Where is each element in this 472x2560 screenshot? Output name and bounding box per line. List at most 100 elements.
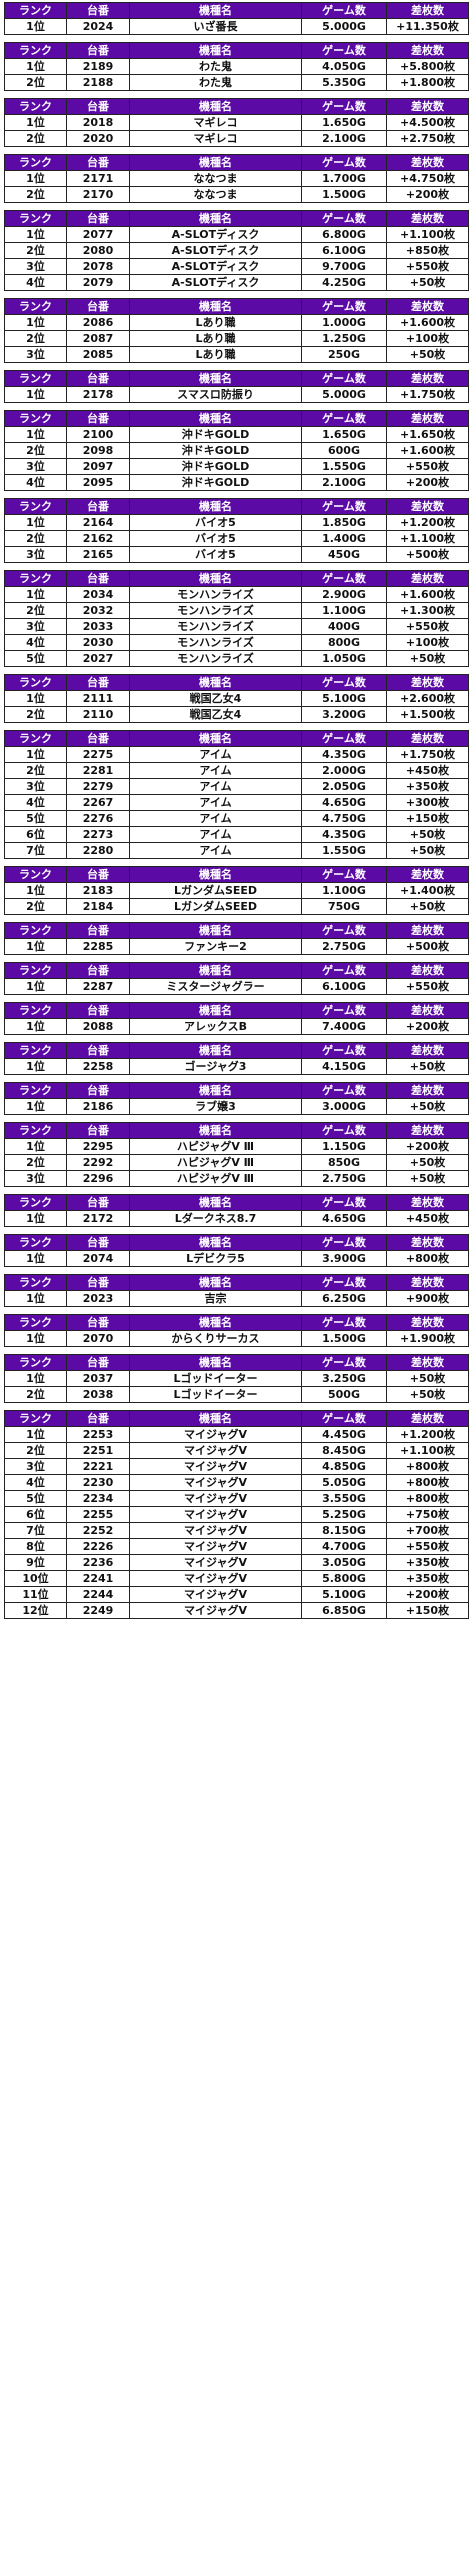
machine-name-cell: マイジャグV bbox=[129, 1522, 302, 1539]
ranking-table: ランク 台番 機種名 ゲーム数 差枚数 1位 2100 沖ドキGOLD 1.650G +1.650… bbox=[4, 410, 469, 491]
coin-difference-header: 差枚数 bbox=[386, 1194, 469, 1211]
game-count-cell: 4.050G bbox=[301, 58, 387, 75]
machine-number-cell: 2251 bbox=[66, 1442, 130, 1459]
table-row: 1位 2074 Lデビクラ5 3.900G +800枚 bbox=[4, 1250, 469, 1267]
rank-cell: 8位 bbox=[4, 1538, 67, 1555]
coin-difference-cell: +50枚 bbox=[386, 1386, 469, 1403]
table-row: 1位 2285 ファンキー2 2.750G +500枚 bbox=[4, 938, 469, 955]
game-count-cell: 1.550G bbox=[301, 842, 387, 859]
rank-header: ランク bbox=[4, 98, 67, 115]
table-header-row: ランク 台番 機種名 ゲーム数 差枚数 bbox=[4, 42, 469, 59]
game-count-cell: 6.850G bbox=[301, 1602, 387, 1619]
coin-difference-cell: +550枚 bbox=[386, 458, 469, 475]
rank-cell: 4位 bbox=[4, 634, 67, 651]
ranking-table: ランク 台番 機種名 ゲーム数 差枚数 1位 2164 バイオ5 1.850G +1.200枚 2位… bbox=[4, 498, 469, 563]
table-header-row: ランク 台番 機種名 ゲーム数 差枚数 bbox=[4, 1274, 469, 1291]
table-row: 4位 2230 マイジャグV 5.050G +800枚 bbox=[4, 1474, 469, 1491]
machine-name-header: 機種名 bbox=[129, 42, 302, 59]
machine-number-header: 台番 bbox=[66, 98, 130, 115]
machine-name-cell: 戦国乙女4 bbox=[129, 706, 302, 723]
machine-name-cell: バイオ5 bbox=[129, 530, 302, 547]
game-count-header: ゲーム数 bbox=[301, 1314, 387, 1331]
table-header-row: ランク 台番 機種名 ゲーム数 差枚数 bbox=[4, 2, 469, 19]
machine-name-cell: 沖ドキGOLD bbox=[129, 426, 302, 443]
rank-cell: 1位 bbox=[4, 1330, 67, 1347]
rank-cell: 1位 bbox=[4, 1250, 67, 1267]
rank-cell: 10位 bbox=[4, 1570, 67, 1587]
rank-cell: 1位 bbox=[4, 1426, 67, 1443]
coin-difference-cell: +200枚 bbox=[386, 1138, 469, 1155]
rank-cell: 1位 bbox=[4, 938, 67, 955]
coin-difference-header: 差枚数 bbox=[386, 962, 469, 979]
game-count-cell: 1.100G bbox=[301, 882, 387, 899]
table-header-row: ランク 台番 機種名 ゲーム数 差枚数 bbox=[4, 298, 469, 315]
machine-name-header: 機種名 bbox=[129, 2, 302, 19]
game-count-cell: 1.650G bbox=[301, 114, 387, 131]
game-count-cell: 1.000G bbox=[301, 314, 387, 331]
coin-difference-cell: +1.800枚 bbox=[386, 74, 469, 91]
machine-number-cell: 2295 bbox=[66, 1138, 130, 1155]
ranking-table: ランク 台番 機種名 ゲーム数 差枚数 1位 2034 モンハンライズ 2.900G +1.600… bbox=[4, 570, 469, 667]
machine-number-header: 台番 bbox=[66, 370, 130, 387]
machine-number-cell: 2170 bbox=[66, 186, 130, 203]
coin-difference-header: 差枚数 bbox=[386, 370, 469, 387]
game-count-header: ゲーム数 bbox=[301, 210, 387, 227]
machine-name-cell: Lあり職 bbox=[129, 330, 302, 347]
rank-header: ランク bbox=[4, 298, 67, 315]
coin-difference-header: 差枚数 bbox=[386, 1354, 469, 1371]
table-row: 7位 2280 アイム 1.550G +50枚 bbox=[4, 842, 469, 859]
machine-name-header: 機種名 bbox=[129, 922, 302, 939]
table-row: 1位 2034 モンハンライズ 2.900G +1.600枚 bbox=[4, 586, 469, 603]
table-header-row: ランク 台番 機種名 ゲーム数 差枚数 bbox=[4, 674, 469, 691]
table-row: 3位 2279 アイム 2.050G +350枚 bbox=[4, 778, 469, 795]
table-row: 1位 2171 ななつま 1.700G +4.750枚 bbox=[4, 170, 469, 187]
rank-cell: 1位 bbox=[4, 1058, 67, 1075]
game-count-cell: 1.500G bbox=[301, 186, 387, 203]
machine-number-header: 台番 bbox=[66, 1122, 130, 1139]
machine-number-cell: 2088 bbox=[66, 1018, 130, 1035]
machine-number-cell: 2279 bbox=[66, 778, 130, 795]
machine-name-cell: マギレコ bbox=[129, 114, 302, 131]
coin-difference-cell: +4.750枚 bbox=[386, 170, 469, 187]
machine-number-cell: 2086 bbox=[66, 314, 130, 331]
game-count-header: ゲーム数 bbox=[301, 98, 387, 115]
coin-difference-header: 差枚数 bbox=[386, 674, 469, 691]
game-count-header: ゲーム数 bbox=[301, 1234, 387, 1251]
ranking-table: ランク 台番 機種名 ゲーム数 差枚数 1位 2037 Lゴッドイーター 3.250G +50枚 2… bbox=[4, 1354, 469, 1403]
machine-number-header: 台番 bbox=[66, 1194, 130, 1211]
machine-name-cell: マイジャグV bbox=[129, 1426, 302, 1443]
machine-name-cell: Lあり職 bbox=[129, 346, 302, 363]
machine-name-cell: ななつま bbox=[129, 170, 302, 187]
machine-name-header: 機種名 bbox=[129, 1234, 302, 1251]
machine-number-header: 台番 bbox=[66, 1314, 130, 1331]
coin-difference-cell: +1.600枚 bbox=[386, 314, 469, 331]
rank-header: ランク bbox=[4, 210, 67, 227]
coin-difference-cell: +1.750枚 bbox=[386, 746, 469, 763]
machine-name-cell: モンハンライズ bbox=[129, 602, 302, 619]
machine-name-header: 機種名 bbox=[129, 570, 302, 587]
rank-cell: 1位 bbox=[4, 1018, 67, 1035]
table-header-row: ランク 台番 機種名 ゲーム数 差枚数 bbox=[4, 1042, 469, 1059]
rank-cell: 1位 bbox=[4, 1290, 67, 1307]
game-count-cell: 500G bbox=[301, 1386, 387, 1403]
machine-name-cell: モンハンライズ bbox=[129, 618, 302, 635]
machine-name-cell: マイジャグV bbox=[129, 1586, 302, 1603]
ranking-table: ランク 台番 機種名 ゲーム数 差枚数 1位 2077 A-SLOTディスク 6.800G +1.… bbox=[4, 210, 469, 291]
table-header-row: ランク 台番 機種名 ゲーム数 差枚数 bbox=[4, 410, 469, 427]
machine-name-cell: Lゴッドイーター bbox=[129, 1370, 302, 1387]
machine-number-cell: 2024 bbox=[66, 18, 130, 35]
rank-cell: 1位 bbox=[4, 114, 67, 131]
table-header-row: ランク 台番 機種名 ゲーム数 差枚数 bbox=[4, 1002, 469, 1019]
machine-number-cell: 2292 bbox=[66, 1154, 130, 1171]
game-count-header: ゲーム数 bbox=[301, 42, 387, 59]
rank-header: ランク bbox=[4, 1354, 67, 1371]
machine-number-header: 台番 bbox=[66, 1234, 130, 1251]
machine-name-header: 機種名 bbox=[129, 370, 302, 387]
rank-cell: 2位 bbox=[4, 242, 67, 259]
coin-difference-cell: +50枚 bbox=[386, 1098, 469, 1115]
coin-difference-cell: +350枚 bbox=[386, 778, 469, 795]
game-count-cell: 1.700G bbox=[301, 170, 387, 187]
game-count-header: ゲーム数 bbox=[301, 298, 387, 315]
coin-difference-cell: +550枚 bbox=[386, 1538, 469, 1555]
machine-number-header: 台番 bbox=[66, 570, 130, 587]
